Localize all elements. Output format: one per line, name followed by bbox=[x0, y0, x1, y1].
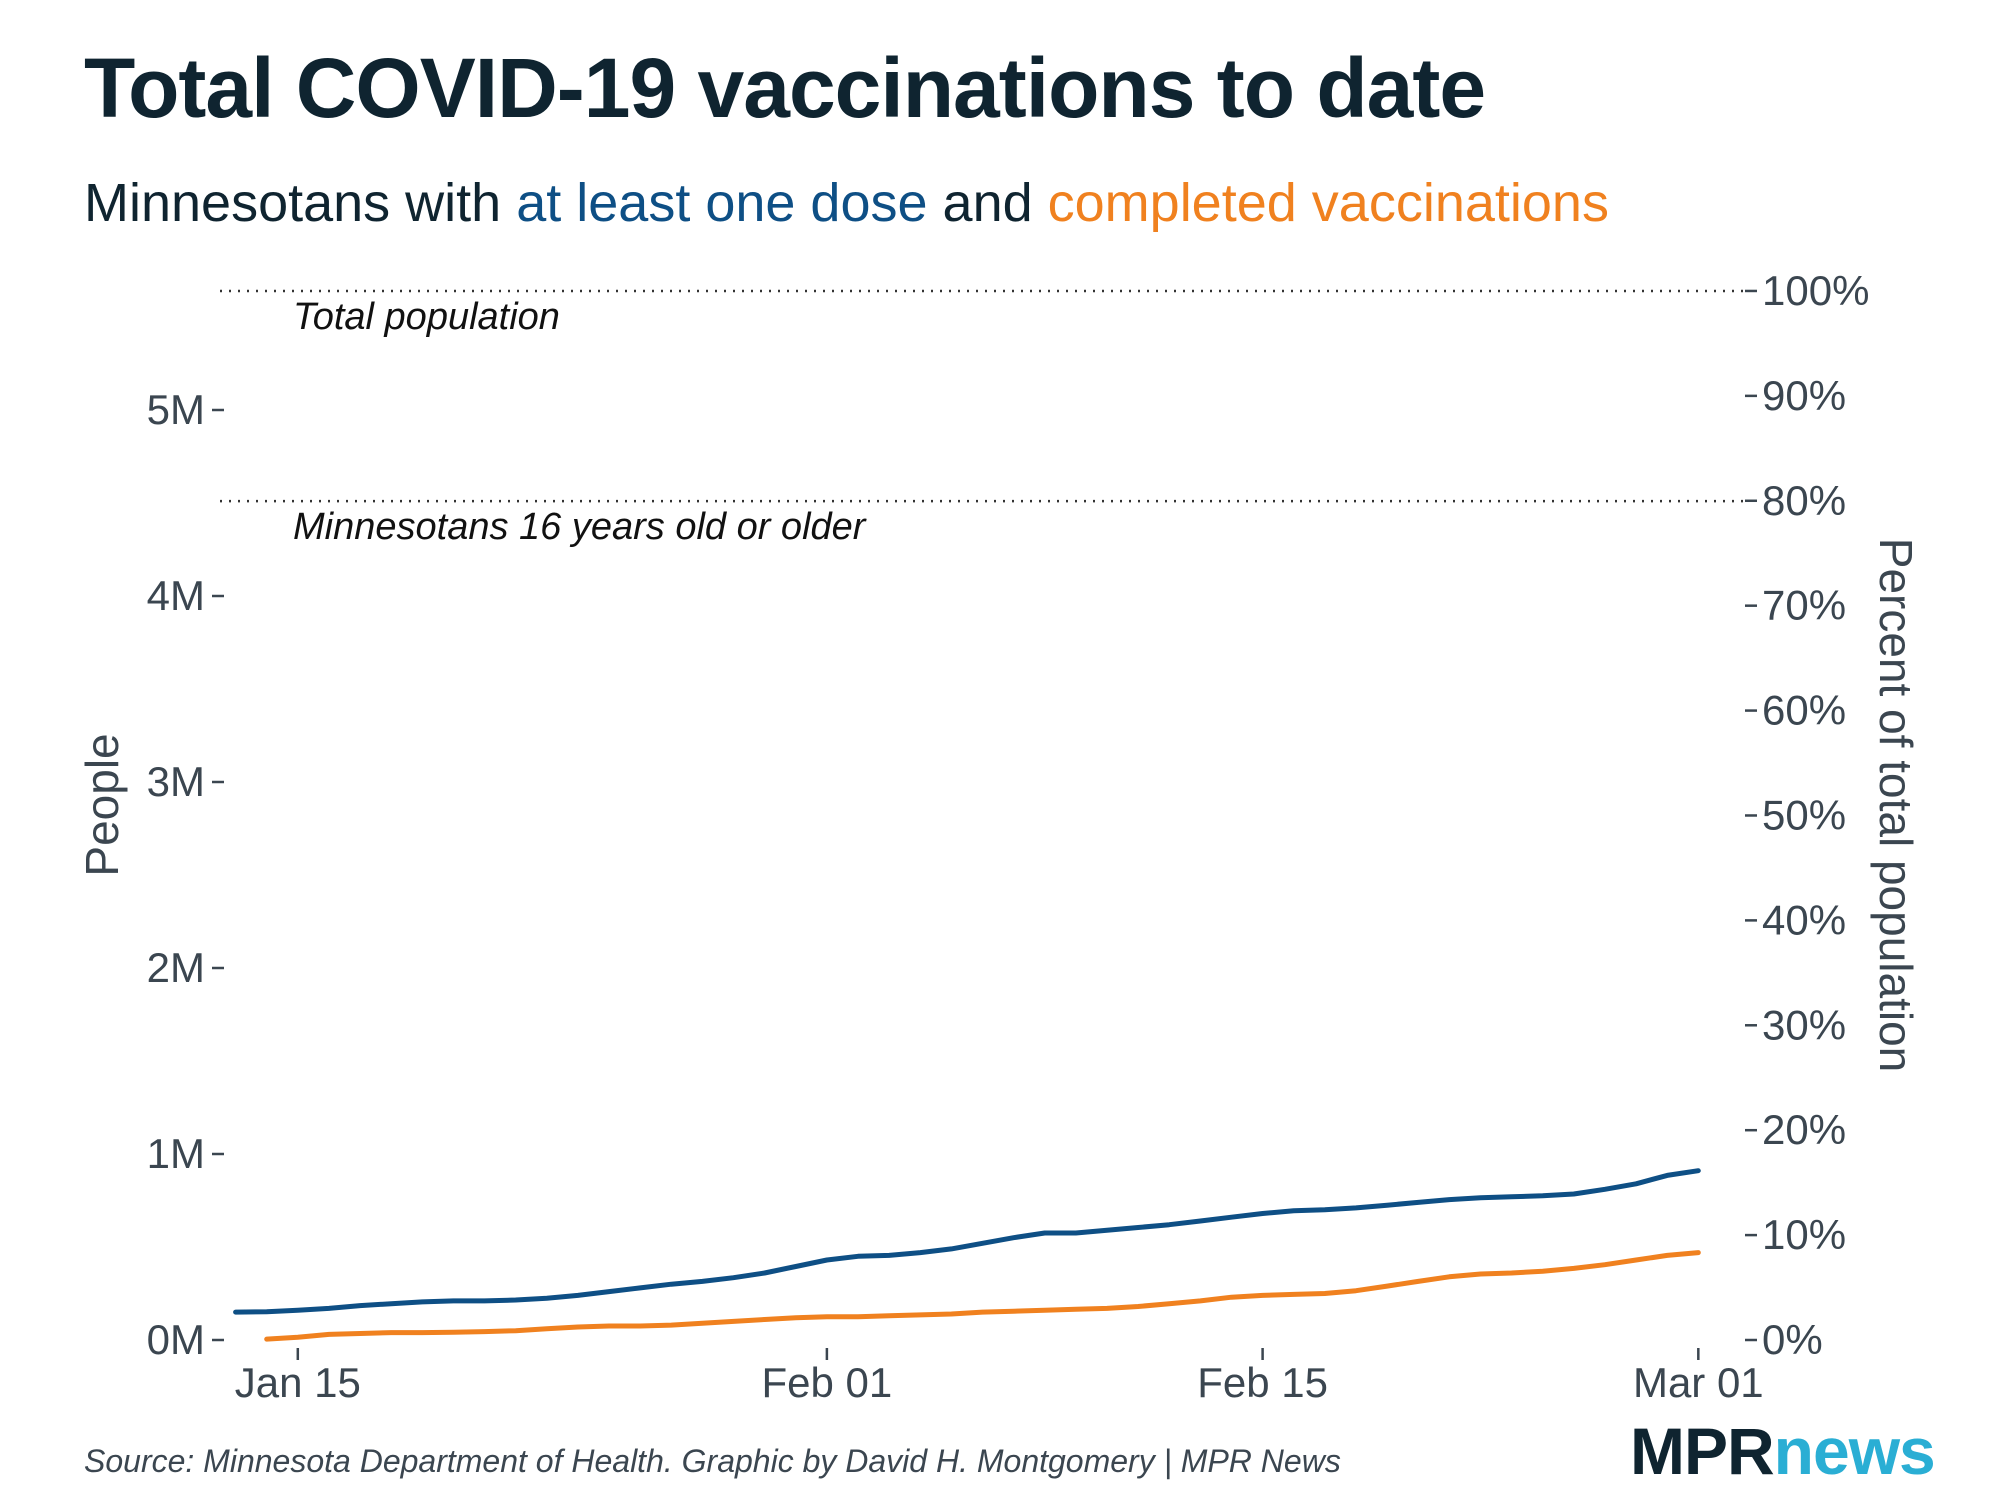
y2-tick-label-6: 60% bbox=[1762, 687, 1846, 734]
y2-tick-label-4: 40% bbox=[1762, 896, 1846, 943]
series-line-at-least-one-dose bbox=[233, 1168, 1701, 1315]
reference-label-1: Minnesotans 16 years old or older bbox=[293, 506, 867, 548]
subtitle-series-dose: at least one dose bbox=[516, 173, 928, 233]
subtitle-mid: and bbox=[927, 173, 1048, 233]
y-tick-label-1: 1M bbox=[147, 1130, 205, 1177]
subtitle-prefix: Minnesotans with bbox=[84, 173, 517, 233]
x-tick-label-3: Mar 01 bbox=[1633, 1359, 1764, 1406]
y2-tick-label-8: 80% bbox=[1762, 477, 1846, 524]
logo-news: news bbox=[1773, 1414, 1936, 1488]
x-tick-label-2: Feb 15 bbox=[1197, 1359, 1328, 1406]
y-tick-label-5: 5M bbox=[147, 386, 205, 433]
y2-tick-label-2: 20% bbox=[1762, 1106, 1846, 1153]
y-tick-label-0: 0M bbox=[147, 1316, 205, 1363]
subtitle-series-completed: completed vaccinations bbox=[1047, 173, 1609, 233]
y-axis-title: People bbox=[76, 733, 128, 876]
series-line-completed-vaccinations bbox=[264, 1250, 1701, 1342]
y2-tick-label-10: 100% bbox=[1762, 267, 1869, 314]
y-tick-label-3: 3M bbox=[147, 758, 205, 805]
y2-tick-label-7: 70% bbox=[1762, 582, 1846, 629]
chart-subtitle: Minnesotans with at least one dose and c… bbox=[84, 172, 1609, 234]
y2-tick-label-9: 90% bbox=[1762, 372, 1846, 419]
logo-mpr: MPR bbox=[1630, 1414, 1775, 1488]
reference-label-0: Total population bbox=[293, 296, 560, 338]
x-tick-label-0: Jan 15 bbox=[235, 1359, 361, 1406]
x-tick-label-1: Feb 01 bbox=[762, 1359, 893, 1406]
source-caption: Source: Minnesota Department of Health. … bbox=[84, 1443, 1341, 1479]
y2-tick-label-0: 0% bbox=[1762, 1316, 1823, 1363]
y2-tick-label-5: 50% bbox=[1762, 791, 1846, 838]
y2-tick-label-1: 10% bbox=[1762, 1211, 1846, 1258]
y2-axis-title: Percent of total population bbox=[1870, 538, 1922, 1072]
y-tick-label-2: 2M bbox=[147, 944, 205, 991]
mpr-news-logo: MPRnews bbox=[1630, 1418, 1936, 1484]
chart-title: Total COVID-19 vaccinations to date bbox=[84, 41, 1486, 135]
y-tick-label-4: 4M bbox=[147, 572, 205, 619]
y2-tick-label-3: 30% bbox=[1762, 1001, 1846, 1048]
